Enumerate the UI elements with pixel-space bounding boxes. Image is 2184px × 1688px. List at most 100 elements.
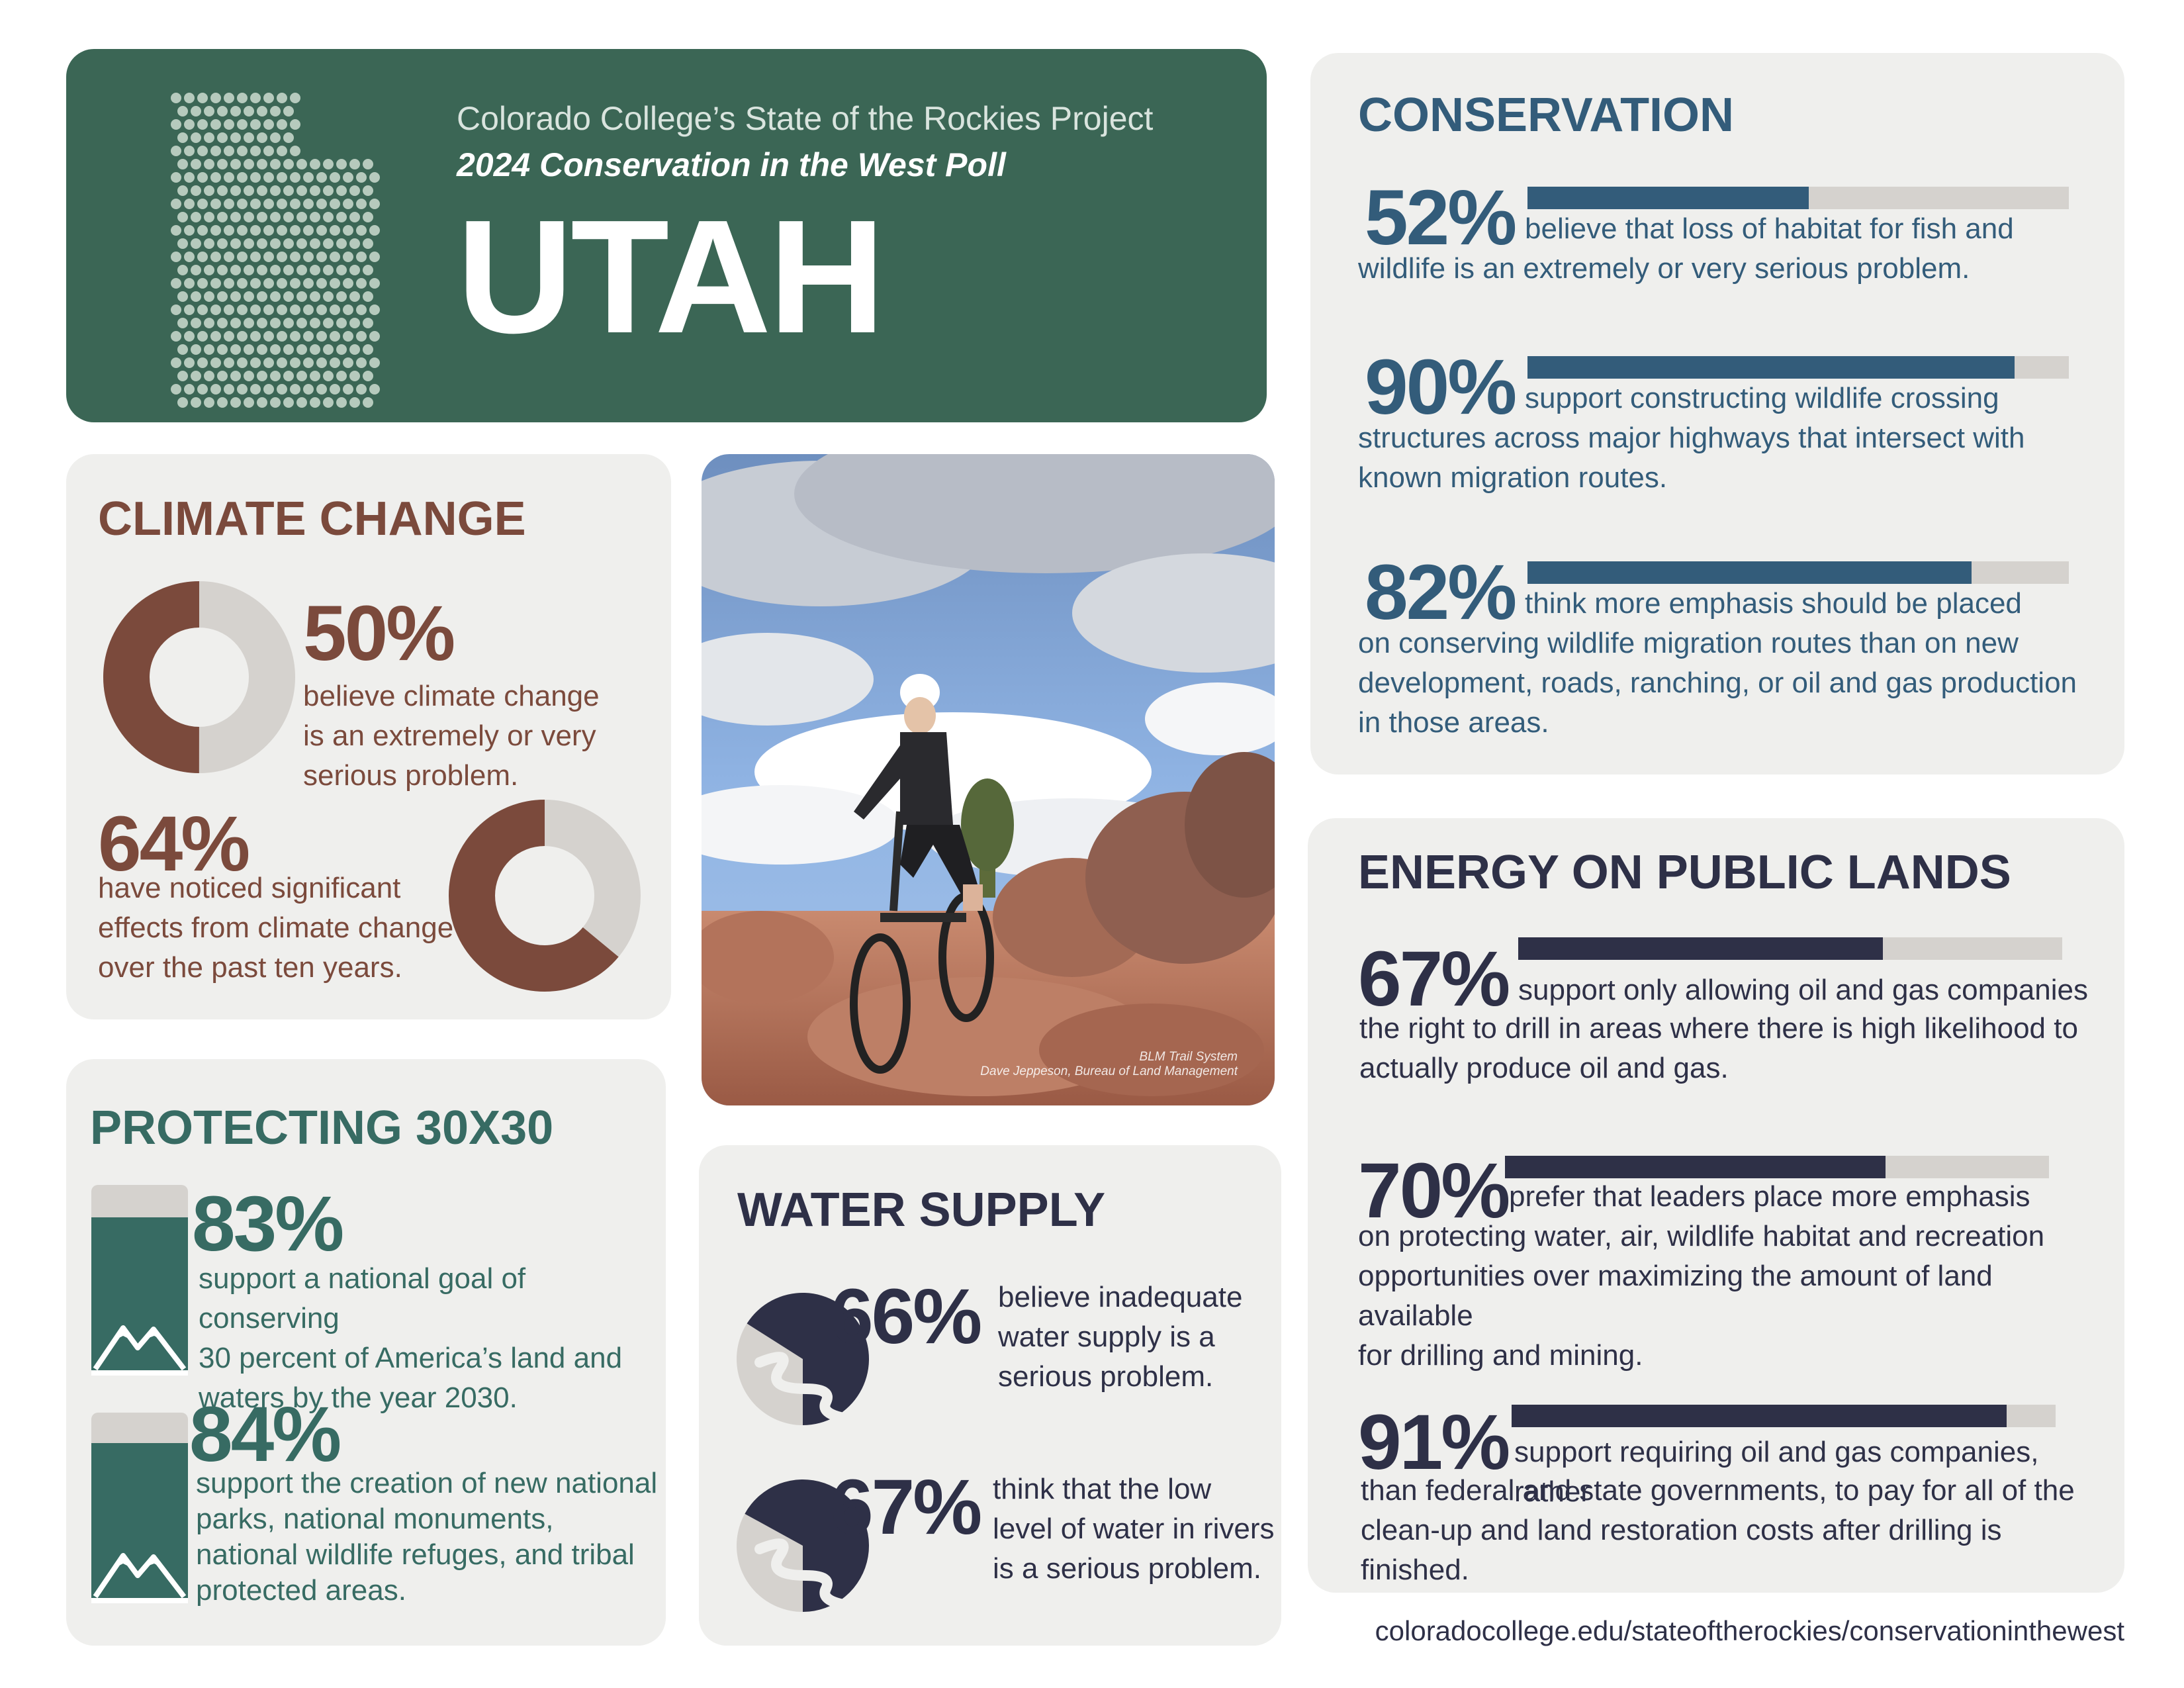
- map-dot: [270, 185, 281, 196]
- climate-panel: CLIMATE CHANGE 50% believe climate chang…: [66, 454, 671, 1019]
- map-dot: [263, 252, 274, 262]
- energy-stat2-first: prefer that leaders place more emphasis: [1509, 1180, 2030, 1213]
- water-stat1-value: 66%: [830, 1273, 982, 1360]
- map-dot: [210, 331, 221, 342]
- map-dot: [237, 146, 248, 156]
- map-dot: [250, 225, 261, 236]
- map-dot: [330, 199, 340, 209]
- map-dot: [250, 278, 261, 289]
- map-dot: [270, 397, 281, 408]
- water-title: WATER SUPPLY: [737, 1184, 1106, 1237]
- map-dot: [310, 344, 320, 355]
- project-name: Colorado College’s State of the Rockies …: [457, 100, 1154, 137]
- map-dot: [230, 265, 241, 275]
- map-dot: [197, 331, 208, 342]
- conservation-stat2-value: 90%: [1365, 344, 1517, 431]
- map-dot: [323, 397, 334, 408]
- map-dot: [330, 357, 340, 368]
- footer-url[interactable]: coloradocollege.edu/stateoftherockies/co…: [1375, 1615, 2124, 1646]
- protecting-stat1-text: support a national goal of conserving 30…: [199, 1262, 623, 1414]
- map-dot: [283, 212, 294, 222]
- map-dot: [343, 252, 353, 262]
- map-dot: [283, 106, 294, 117]
- map-dot: [237, 93, 248, 103]
- map-dot: [204, 159, 214, 169]
- map-dot: [244, 318, 254, 328]
- map-dot: [204, 106, 214, 117]
- map-dot: [184, 252, 195, 262]
- photo-illustration: [702, 454, 1275, 1105]
- map-dot: [323, 371, 334, 381]
- map-dot: [224, 172, 234, 183]
- map-dot: [171, 225, 181, 236]
- protecting-stat2-text: support the creation of new national par…: [196, 1467, 658, 1607]
- map-dot: [303, 199, 314, 209]
- map-dot: [244, 212, 254, 222]
- climate-donut-2-fill: [449, 800, 641, 992]
- protecting-stat1-value: 83%: [192, 1180, 344, 1268]
- map-dot: [296, 185, 307, 196]
- protecting-gauge-1: [91, 1185, 188, 1376]
- map-dot: [250, 252, 261, 262]
- map-dot: [244, 265, 254, 275]
- map-dot: [369, 172, 380, 183]
- map-dot: [244, 132, 254, 143]
- map-dot: [204, 318, 214, 328]
- map-dot: [296, 344, 307, 355]
- protecting-title: PROTECTING 30X30: [90, 1102, 554, 1154]
- map-dot: [356, 357, 367, 368]
- map-dot: [349, 212, 360, 222]
- map-dot: [290, 119, 300, 130]
- map-dot: [177, 397, 188, 408]
- map-dot: [349, 185, 360, 196]
- map-dot: [184, 278, 195, 289]
- map-dot: [244, 291, 254, 302]
- map-dot: [363, 238, 373, 249]
- map-dot: [363, 397, 373, 408]
- map-dot: [310, 318, 320, 328]
- map-dot: [177, 344, 188, 355]
- map-dot: [210, 172, 221, 183]
- map-dot: [237, 278, 248, 289]
- map-dot: [336, 185, 347, 196]
- map-dot: [363, 159, 373, 169]
- conservation-stat1-value: 52%: [1365, 174, 1517, 261]
- map-dot: [244, 238, 254, 249]
- map-dot: [204, 344, 214, 355]
- map-dot: [290, 384, 300, 395]
- map-dot: [217, 238, 228, 249]
- map-dot: [263, 331, 274, 342]
- map-dot: [336, 212, 347, 222]
- map-dot: [197, 357, 208, 368]
- map-dot: [210, 93, 221, 103]
- map-dot: [270, 291, 281, 302]
- map-dot: [224, 331, 234, 342]
- map-dot: [277, 199, 287, 209]
- map-dot: [171, 357, 181, 368]
- map-dot: [224, 305, 234, 315]
- map-dot: [197, 199, 208, 209]
- map-dot: [257, 159, 267, 169]
- map-dot: [316, 384, 327, 395]
- map-dot: [250, 93, 261, 103]
- map-dot: [171, 119, 181, 130]
- map-dot: [316, 172, 327, 183]
- map-dot: [171, 199, 181, 209]
- map-dot: [277, 384, 287, 395]
- protecting-panel: PROTECTING 30X30 83% support a national …: [66, 1059, 666, 1646]
- map-dot: [237, 225, 248, 236]
- map-dot: [204, 132, 214, 143]
- map-dot: [310, 185, 320, 196]
- map-dot: [356, 305, 367, 315]
- energy-stat3-value: 91%: [1358, 1399, 1510, 1486]
- photo-credit: BLM Trail System Dave Jeppeson, Bureau o…: [980, 1050, 1238, 1078]
- map-dot: [191, 318, 201, 328]
- map-dot: [230, 291, 241, 302]
- map-dot: [177, 106, 188, 117]
- map-dot: [177, 212, 188, 222]
- map-dot: [177, 185, 188, 196]
- map-dot: [369, 331, 380, 342]
- map-dot: [330, 384, 340, 395]
- map-dot: [303, 278, 314, 289]
- map-dot: [296, 397, 307, 408]
